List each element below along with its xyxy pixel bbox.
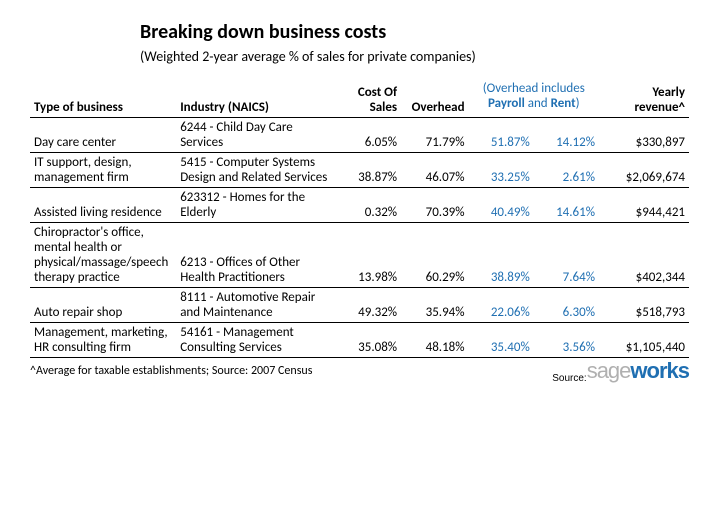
cell-payroll: 38.89% [469,223,534,288]
table-row: Management, marketing, HR consulting fir… [30,323,689,358]
cell-overhead: 35.94% [401,288,468,323]
header-cost: Cost Of Sales [334,79,401,118]
cell-cost: 6.05% [334,118,401,153]
cell-type: Assisted living residence [30,188,176,223]
table-row: Assisted living residence623312 - Homes … [30,188,689,223]
cell-cost: 35.08% [334,323,401,358]
cell-rent: 3.56% [534,323,599,358]
cell-type: Auto repair shop [30,288,176,323]
cell-cost: 38.87% [334,153,401,188]
cell-industry: 54161 - Management Consulting Services [176,323,333,358]
header-overhead: Overhead [401,79,468,118]
cell-revenue: $2,069,674 [599,153,689,188]
cell-overhead: 70.39% [401,188,468,223]
cell-revenue: $1,105,440 [599,323,689,358]
cell-revenue: $402,344 [599,223,689,288]
cell-payroll: 33.25% [469,153,534,188]
cell-type: Day care center [30,118,176,153]
header-overhead-note: (Overhead includes Payroll and Rent) [469,79,599,113]
cell-cost: 13.98% [334,223,401,288]
cell-overhead: 46.07% [401,153,468,188]
cell-industry: 8111 - Automotive Repair and Maintenance [176,288,333,323]
cell-overhead: 71.79% [401,118,468,153]
cell-revenue: $518,793 [599,288,689,323]
cell-industry: 5415 - Computer Systems Design and Relat… [176,153,333,188]
costs-table: Type of business Industry (NAICS) Cost O… [30,79,689,358]
cell-industry: 623312 - Homes for the Elderly [176,188,333,223]
cell-cost: 0.32% [334,188,401,223]
cell-rent: 7.64% [534,223,599,288]
cell-revenue: $330,897 [599,118,689,153]
cell-overhead: 60.29% [401,223,468,288]
table-row: Day care center6244 - Child Day Care Ser… [30,118,689,153]
footnote: ^Average for taxable establishments; Sou… [30,364,689,378]
cell-rent: 14.61% [534,188,599,223]
cell-type: Chiropractor's office, mental health or … [30,223,176,288]
header-industry: Industry (NAICS) [176,79,333,118]
header-type: Type of business [30,79,176,118]
source-logo: Source:sageworks [552,358,689,384]
cell-revenue: $944,421 [599,188,689,223]
cell-payroll: 51.87% [469,118,534,153]
cell-payroll: 35.40% [469,323,534,358]
cell-type: Management, marketing, HR consulting fir… [30,323,176,358]
table-row: Chiropractor's office, mental health or … [30,223,689,288]
cell-payroll: 22.06% [469,288,534,323]
header-revenue: Yearly revenue^ [599,79,689,118]
table-row: IT support, design, management firm5415 … [30,153,689,188]
cell-industry: 6244 - Child Day Care Services [176,118,333,153]
cell-rent: 14.12% [534,118,599,153]
cell-cost: 49.32% [334,288,401,323]
page-title: Breaking down business costs [140,20,689,44]
page-subtitle: (Weighted 2-year average % of sales for … [140,48,689,65]
table-row: Auto repair shop8111 - Automotive Repair… [30,288,689,323]
cell-rent: 6.30% [534,288,599,323]
cell-type: IT support, design, management firm [30,153,176,188]
cell-rent: 2.61% [534,153,599,188]
cell-payroll: 40.49% [469,188,534,223]
cell-overhead: 48.18% [401,323,468,358]
cell-industry: 6213 - Offices of Other Health Practitio… [176,223,333,288]
